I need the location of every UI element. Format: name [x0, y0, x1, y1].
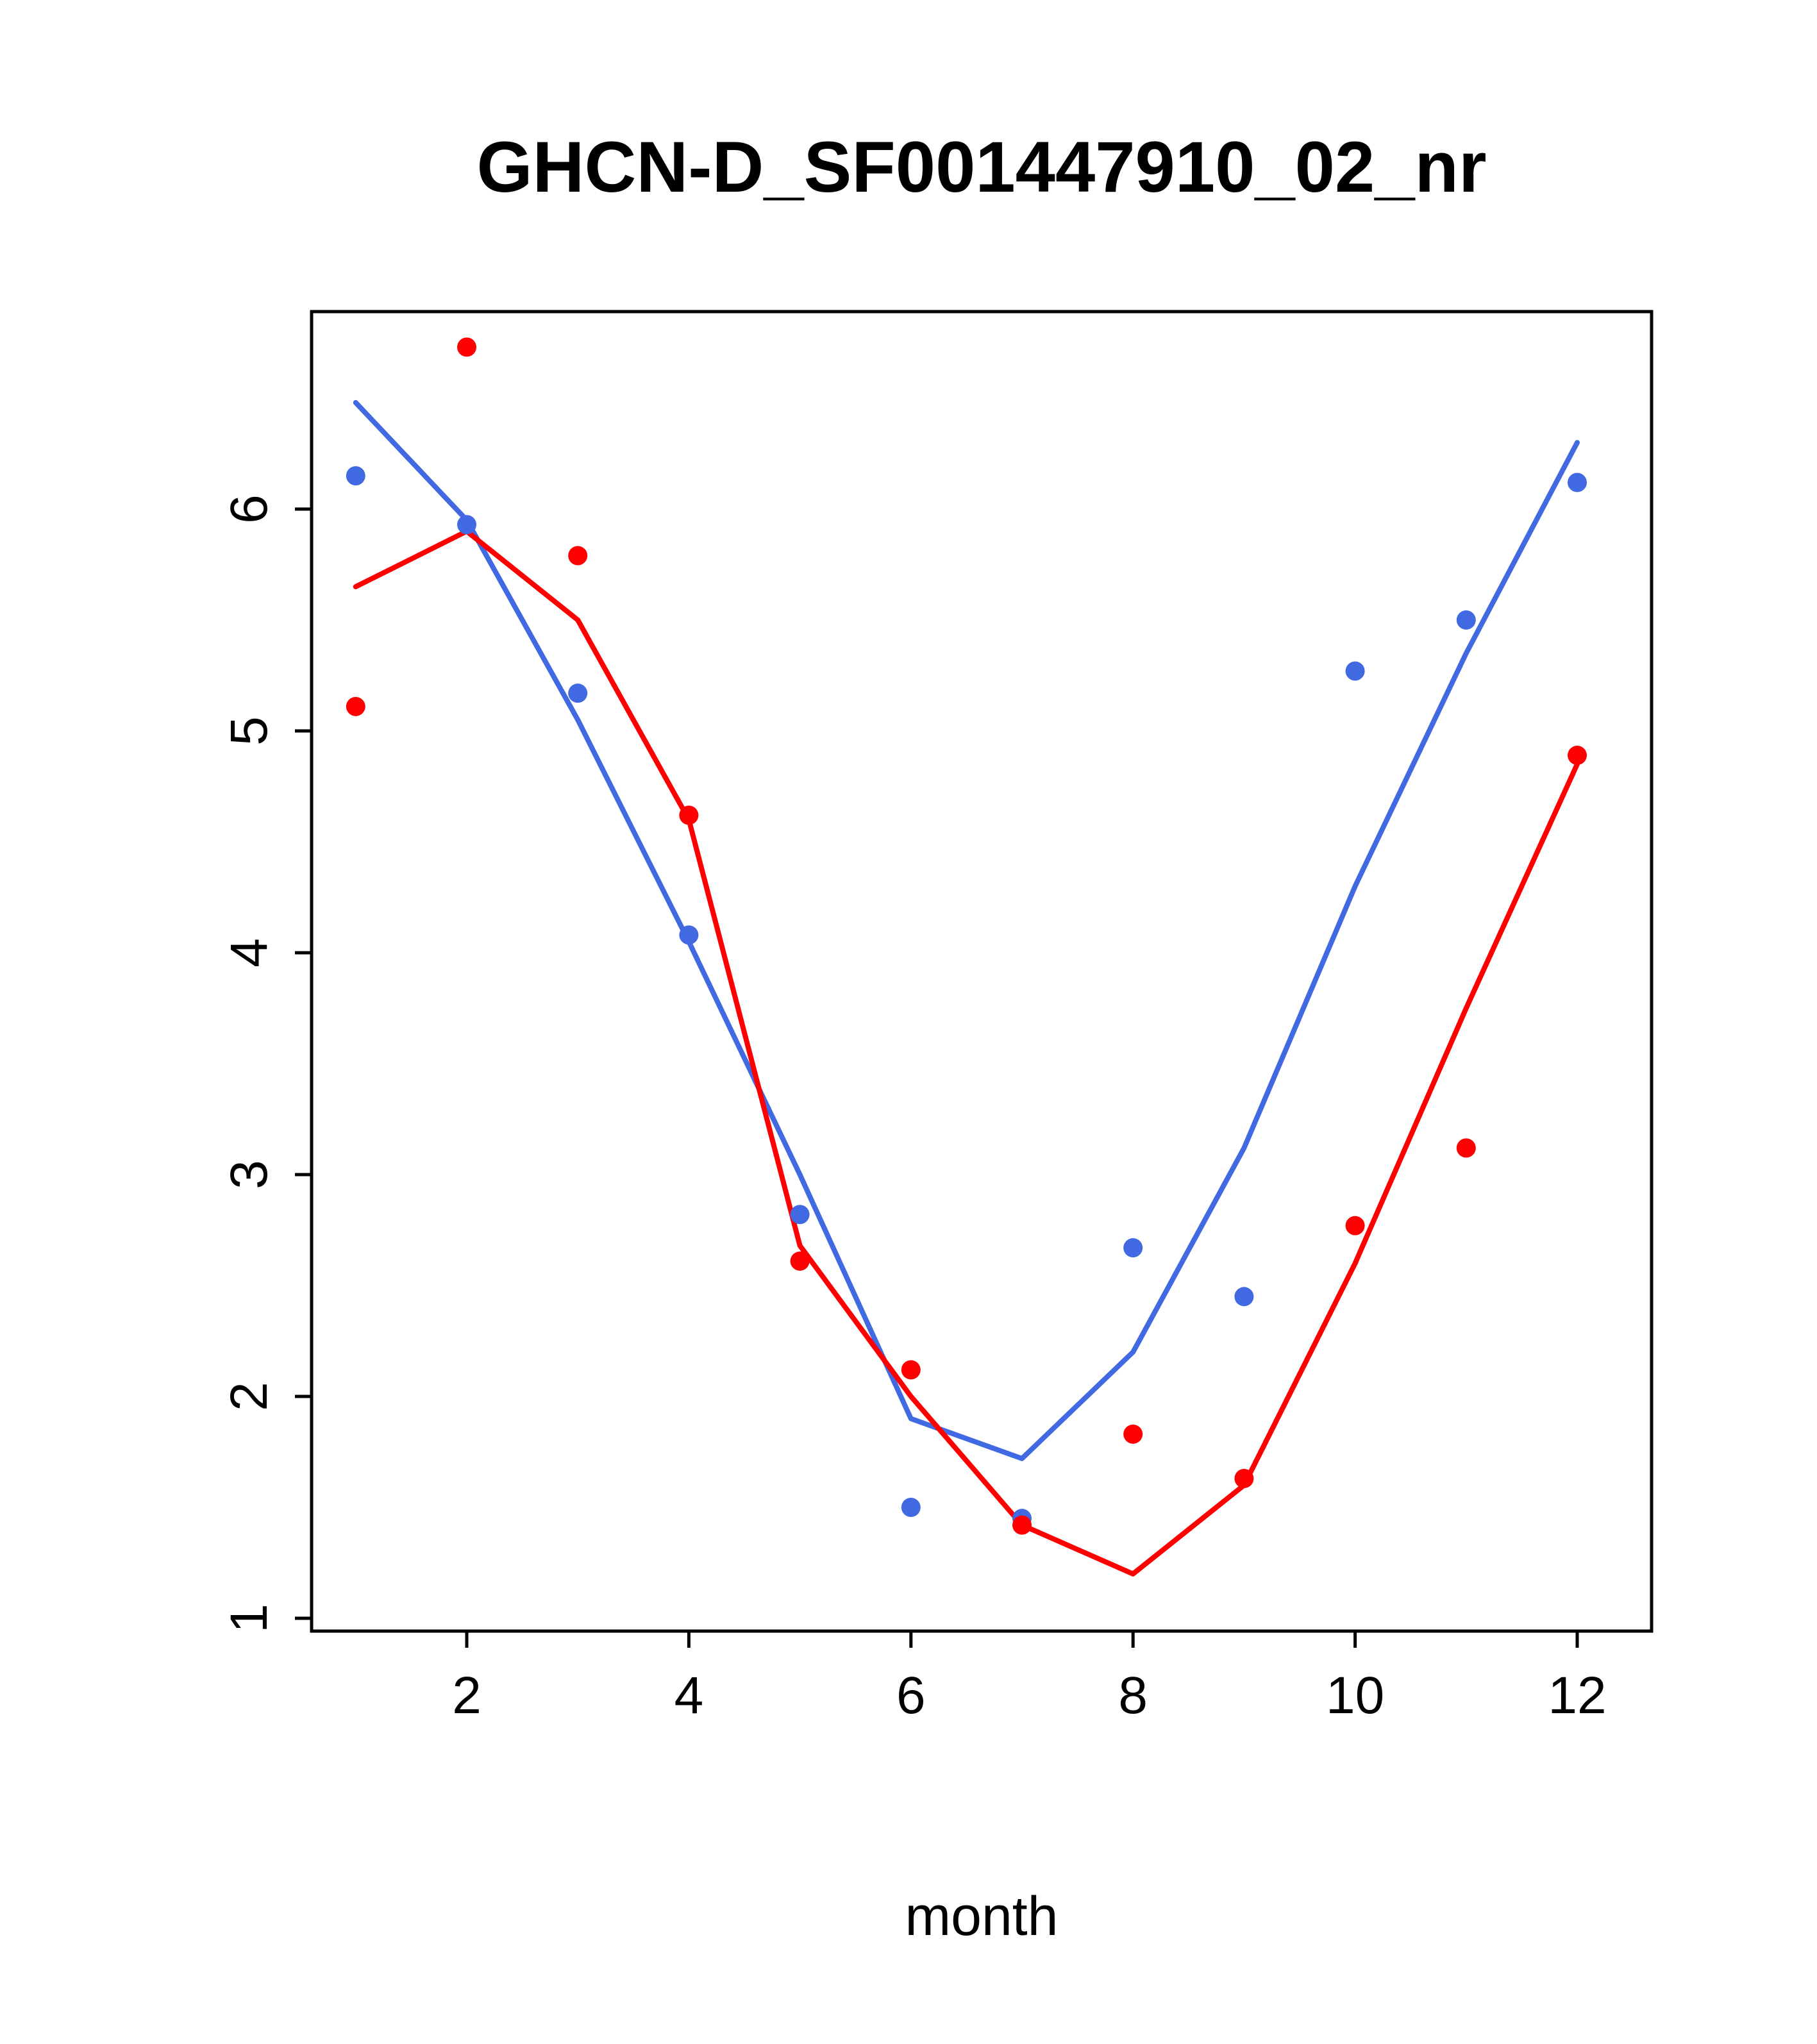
series-red-points-marker — [1012, 1515, 1032, 1535]
y-tick-label: 4 — [220, 938, 278, 968]
series-blue-points-marker — [1123, 1238, 1143, 1258]
series-red-points-marker — [1234, 1469, 1254, 1489]
series-blue-points-marker — [1568, 473, 1587, 492]
series-blue-points-marker — [679, 925, 699, 945]
y-tick-label: 6 — [220, 494, 278, 524]
series-red-points-marker — [790, 1251, 810, 1271]
series-blue-points-marker — [901, 1498, 921, 1517]
x-tick-label: 2 — [452, 1666, 481, 1725]
series-blue-points-marker — [1234, 1287, 1254, 1307]
x-tick-label: 10 — [1326, 1666, 1384, 1725]
series-red-points-marker — [1456, 1138, 1476, 1158]
x-tick-label: 12 — [1548, 1666, 1606, 1725]
x-tick-label: 6 — [896, 1666, 926, 1725]
y-tick-label: 2 — [220, 1382, 278, 1411]
series-blue-points-marker — [790, 1205, 810, 1225]
series-red-points-marker — [1568, 746, 1587, 766]
x-tick-label: 4 — [674, 1666, 704, 1725]
series-red-points-marker — [901, 1360, 921, 1380]
series-red-points-marker — [679, 805, 699, 825]
series-red-points-marker — [457, 337, 476, 357]
y-tick-label: 1 — [220, 1604, 278, 1633]
series-blue-points-marker — [1345, 661, 1365, 681]
series-red-points-marker — [568, 546, 588, 565]
series-red-points-marker — [1123, 1424, 1143, 1444]
series-red-smooth-line — [353, 528, 1580, 1577]
series-blue-points-marker — [568, 683, 588, 703]
y-tick-label: 5 — [220, 716, 278, 746]
y-tick-label: 3 — [220, 1160, 278, 1189]
series-blue-points-marker — [1456, 610, 1476, 630]
plot-frame — [310, 310, 1654, 1633]
x-axis-title: month — [905, 1886, 1059, 1947]
chart-title: GHCN-D_SF001447910_02_nr — [476, 127, 1487, 207]
series-blue-points-marker — [346, 466, 365, 486]
x-tick-label: 8 — [1118, 1666, 1148, 1725]
series-blue-smooth-line — [353, 399, 1580, 1461]
series-blue-points-marker — [457, 515, 476, 535]
series-red-points-marker — [1345, 1216, 1365, 1236]
series-red-points-marker — [346, 696, 365, 716]
